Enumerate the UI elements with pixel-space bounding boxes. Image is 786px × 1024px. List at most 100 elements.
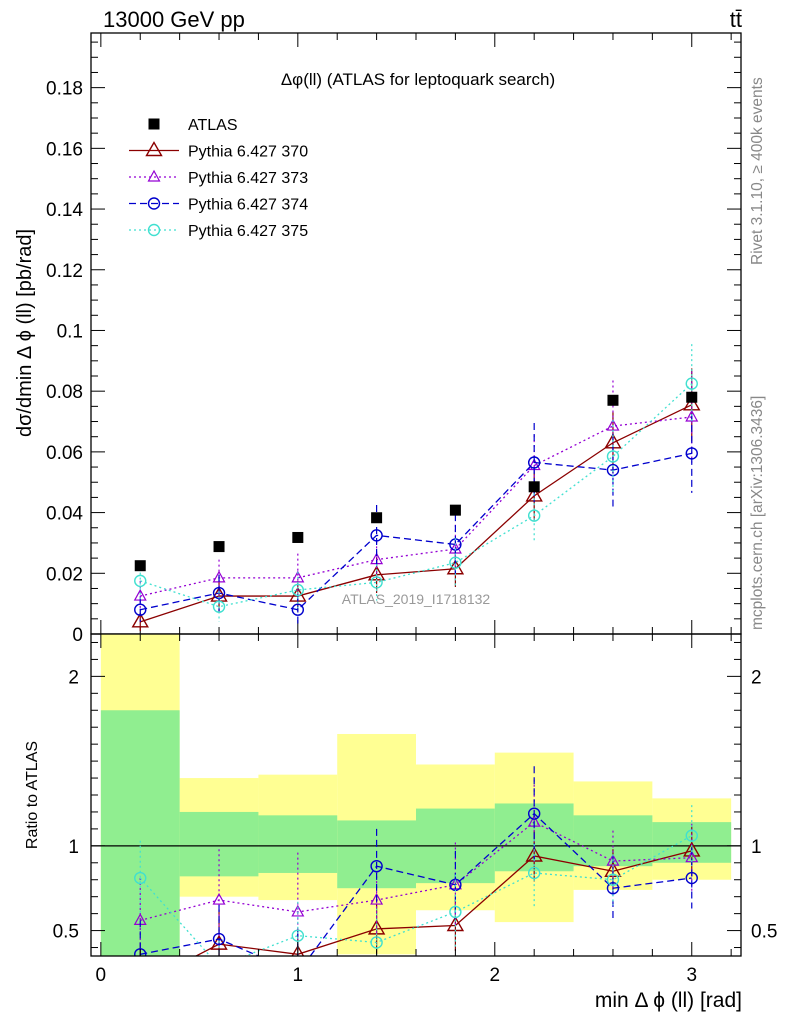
legend: ATLAS Pythia 6.427 370 Pythia 6.427 373 Pyt… bbox=[129, 117, 308, 240]
y-tick-label: 0.1 bbox=[57, 321, 83, 342]
ratio-band-inner-1 bbox=[179, 811, 259, 877]
ratio-tick-label-right: 1 bbox=[751, 837, 762, 858]
main-series bbox=[131, 344, 701, 631]
series-line-2 bbox=[140, 452, 692, 611]
ratio-line-2 bbox=[140, 812, 692, 956]
ratio-frame bbox=[90, 633, 742, 957]
ratio-point bbox=[212, 932, 226, 946]
ratio-series bbox=[133, 766, 701, 990]
ratio-point bbox=[606, 882, 620, 895]
x-axis-label: min Δ ϕ (ll) [rad] bbox=[595, 989, 742, 1012]
series-point bbox=[131, 612, 149, 628]
series-point bbox=[134, 574, 147, 588]
ratio-line-1 bbox=[140, 821, 692, 922]
ratio-tick-label-left: 0.5 bbox=[53, 922, 79, 943]
legend-entry-3: Pythia 6.427 374 bbox=[129, 197, 308, 214]
main-panel: 0 0.02 0.04 0.06 0.08 0.1 0.12 0.14 0.16 0.18 Δφ(… bbox=[14, 32, 742, 646]
legend-label: Pythia 6.427 373 bbox=[188, 170, 308, 187]
legend-label: ATLAS bbox=[188, 117, 238, 134]
legend-marker bbox=[147, 223, 161, 237]
x-tick-label: 0 bbox=[96, 965, 107, 986]
ratio-axis-ticks: 0 1 2 3 0.5 0.5 1 1 2 2 bbox=[53, 634, 777, 986]
ratio-point bbox=[370, 859, 383, 873]
ratio-series-2 bbox=[134, 766, 698, 956]
y-tick-label: 0.16 bbox=[46, 139, 83, 160]
mcplots-label: mcplots.cern.ch [arXiv:1306.3436] bbox=[749, 396, 766, 630]
ratio-series-3 bbox=[134, 805, 698, 972]
y-tick-label: 0.12 bbox=[46, 261, 83, 282]
ratio-point bbox=[606, 873, 620, 886]
ratio-point bbox=[449, 905, 462, 919]
analysis-label: ATLAS_2019_I1718132 bbox=[342, 591, 491, 607]
legend-marker bbox=[147, 197, 161, 210]
ratio-tick-label-left: 1 bbox=[68, 837, 79, 858]
y-tick-label: 0.02 bbox=[46, 564, 83, 585]
ratio-y-axis-label: Ratio to ATLAS bbox=[24, 741, 41, 849]
ratio-line-0 bbox=[194, 850, 692, 956]
y-axis-label: dσ/dmin Δ ϕ (ll) [pb/rad] bbox=[14, 229, 36, 437]
ratio-point bbox=[291, 944, 305, 956]
ratio-point bbox=[685, 829, 698, 842]
x-tick-label: 1 bbox=[293, 965, 304, 986]
chart-title: Δφ(ll) (ATLAS for leptoquark search) bbox=[281, 70, 555, 89]
series-point bbox=[527, 456, 541, 469]
legend-label: Pythia 6.427 374 bbox=[188, 197, 308, 214]
ratio-point bbox=[133, 977, 148, 990]
y-tick-label: 0.08 bbox=[46, 382, 83, 403]
data-points bbox=[134, 391, 698, 572]
y-tick-label: 0.04 bbox=[46, 504, 83, 525]
y-tick-label: 0 bbox=[72, 625, 83, 646]
ratio-point bbox=[214, 961, 225, 972]
ratio-point bbox=[291, 904, 305, 917]
ratio-series-clip bbox=[133, 766, 701, 990]
series-point bbox=[370, 529, 383, 542]
data-point bbox=[213, 541, 225, 553]
x-tick-label: 2 bbox=[489, 965, 500, 986]
legend-marker bbox=[148, 118, 160, 130]
ratio-point bbox=[527, 866, 541, 880]
data-point bbox=[607, 394, 619, 406]
data-point bbox=[134, 560, 146, 572]
series-point bbox=[291, 583, 305, 597]
y-tick-label: 0.18 bbox=[46, 79, 83, 100]
series-point bbox=[606, 450, 620, 463]
legend-label: Pythia 6.427 375 bbox=[188, 223, 308, 240]
data-point bbox=[292, 531, 304, 543]
legend-entry-0: ATLAS bbox=[148, 117, 238, 134]
data-point bbox=[686, 391, 698, 403]
legend-entry-1: Pythia 6.427 370 bbox=[129, 141, 308, 161]
data-point bbox=[528, 481, 540, 493]
series-point bbox=[212, 570, 226, 583]
ratio-panel: 0 1 2 3 0.5 0.5 1 1 2 2 Ratio to ATLAS min Δ ϕ (l… bbox=[24, 633, 777, 1012]
ratio-point bbox=[212, 892, 226, 905]
series-point bbox=[291, 603, 305, 616]
data-point bbox=[449, 504, 461, 516]
series-point bbox=[685, 447, 698, 460]
legend-entry-2: Pythia 6.427 373 bbox=[129, 169, 308, 187]
series-point bbox=[212, 600, 226, 613]
series-point bbox=[212, 586, 226, 600]
series-point bbox=[449, 556, 462, 569]
legend-entry-4: Pythia 6.427 375 bbox=[129, 223, 308, 240]
series-line-3 bbox=[140, 383, 693, 608]
ratio-point bbox=[291, 929, 305, 942]
x-tick-label: 3 bbox=[686, 965, 697, 986]
energy-label: 13000 GeV pp bbox=[103, 7, 245, 32]
y-tick-label: 0.06 bbox=[46, 443, 83, 464]
series-point bbox=[370, 576, 383, 589]
ratio-point bbox=[134, 948, 147, 956]
ratio-tick-label-right: 0.5 bbox=[751, 922, 777, 943]
process-label: tt̄ bbox=[730, 7, 742, 32]
ratio-point bbox=[685, 871, 698, 885]
ratio-point bbox=[527, 807, 541, 820]
ratio-line-3 bbox=[139, 835, 693, 956]
legend-label: Pythia 6.427 370 bbox=[188, 144, 308, 161]
series-point bbox=[527, 509, 541, 522]
ratio-point bbox=[370, 892, 384, 905]
data-point bbox=[371, 512, 383, 524]
ratio-tick-label-left: 2 bbox=[68, 667, 79, 688]
ratio-point bbox=[370, 936, 383, 949]
ratio-point bbox=[134, 871, 147, 885]
legend-marker bbox=[147, 169, 161, 182]
